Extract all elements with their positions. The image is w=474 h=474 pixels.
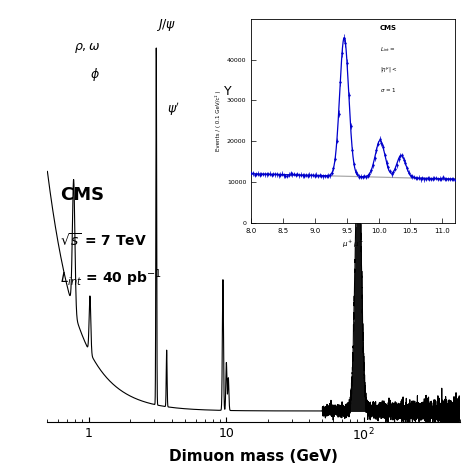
Text: CMS: CMS xyxy=(380,25,397,31)
Text: $\psi'$: $\psi'$ xyxy=(167,100,180,118)
X-axis label: $\mu^+\mu^-$: $\mu^+\mu^-$ xyxy=(342,239,365,250)
Text: $\sigma$ = 1: $\sigma$ = 1 xyxy=(380,86,396,94)
X-axis label: Dimuon mass (GeV): Dimuon mass (GeV) xyxy=(169,449,338,464)
Text: $|\eta^\mu|$ <: $|\eta^\mu|$ < xyxy=(380,66,398,75)
Text: $\phi$: $\phi$ xyxy=(90,66,100,83)
Text: $\Upsilon$: $\Upsilon$ xyxy=(223,84,233,98)
Text: $L_{int}$ =: $L_{int}$ = xyxy=(380,46,396,55)
Text: $\rho,\omega$: $\rho,\omega$ xyxy=(73,41,100,55)
Text: $L_{int}$ = 40 pb$^{-1}$: $L_{int}$ = 40 pb$^{-1}$ xyxy=(60,267,161,289)
Text: CMS: CMS xyxy=(60,186,104,204)
Y-axis label: Events / ( 0.1 GeV/c² ): Events / ( 0.1 GeV/c² ) xyxy=(215,91,221,151)
Text: $\sqrt{s}$ = 7 TeV: $\sqrt{s}$ = 7 TeV xyxy=(60,232,146,248)
Text: $J/\psi$: $J/\psi$ xyxy=(156,17,177,33)
Text: $Z$: $Z$ xyxy=(358,161,369,174)
